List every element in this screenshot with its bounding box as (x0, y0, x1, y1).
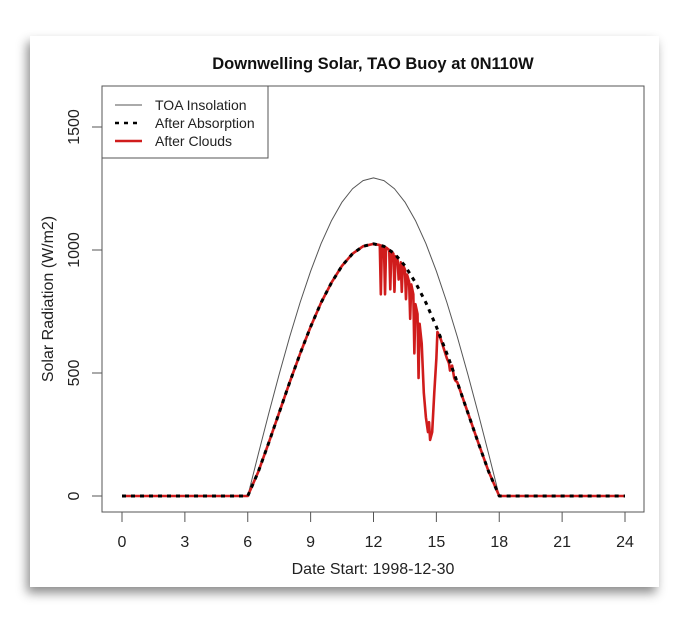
x-tick-label: 9 (306, 534, 315, 551)
x-tick-label: 0 (118, 534, 127, 551)
legend-box (101, 85, 269, 159)
y-tick-label: 1500 (66, 109, 83, 145)
legend-label: After Clouds (155, 133, 232, 149)
legend: TOA Insolation After Absorption After Clou… (101, 85, 269, 159)
after-absorption-line (122, 242, 625, 498)
after-clouds-line (122, 242, 625, 498)
x-tick-label: 21 (553, 534, 571, 551)
x-tick-label: 24 (616, 534, 634, 551)
x-tick-label: 18 (490, 534, 508, 551)
y-axis: 0 500 1000 1500 (66, 109, 103, 500)
y-tick-label: 0 (66, 491, 83, 500)
series-layer (122, 177, 625, 498)
legend-label: TOA Insolation (155, 97, 247, 113)
chart-title: Downwelling Solar, TAO Buoy at 0N110W (212, 55, 534, 73)
y-axis-label: Solar Radiation (W/m2) (40, 216, 57, 382)
x-tick-label: 15 (427, 534, 445, 551)
x-tick-label: 12 (365, 534, 383, 551)
x-axis: 0 3 6 9 12 15 18 21 24 (118, 511, 634, 551)
x-axis-label: Date Start: 1998-12-30 (292, 561, 455, 578)
y-tick-label: 1000 (66, 232, 83, 268)
x-tick-label: 3 (180, 534, 189, 551)
y-tick-label: 500 (66, 360, 83, 387)
x-tick-label: 6 (243, 534, 252, 551)
toa-insolation-line (122, 177, 625, 497)
legend-label: After Absorption (155, 115, 255, 131)
